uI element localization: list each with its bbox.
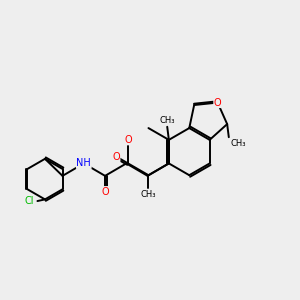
Text: O: O (124, 135, 132, 145)
Text: CH₃: CH₃ (141, 190, 156, 199)
Text: Cl: Cl (24, 196, 34, 206)
Text: O: O (112, 152, 120, 161)
Text: O: O (214, 98, 221, 108)
Text: CH₃: CH₃ (230, 139, 246, 148)
Text: CH₃: CH₃ (160, 116, 175, 125)
Text: O: O (101, 187, 109, 196)
Text: NH: NH (76, 158, 91, 168)
